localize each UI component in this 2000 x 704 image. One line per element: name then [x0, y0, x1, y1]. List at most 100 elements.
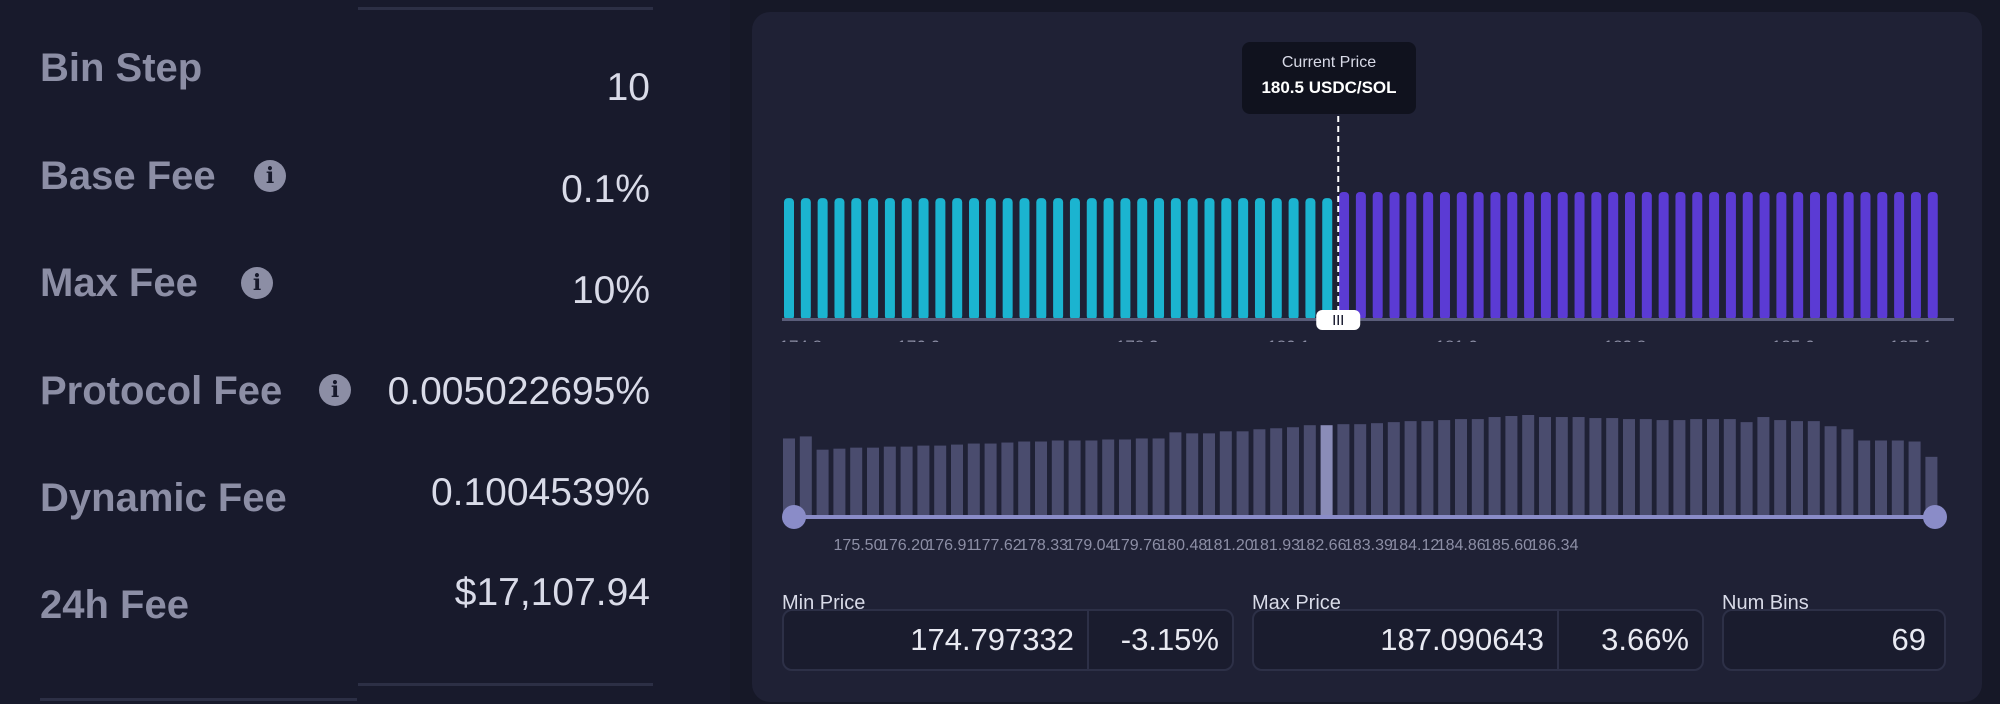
- dynamic-fee-label: Dynamic Fee: [40, 476, 287, 520]
- liquidity-bin-bar: [918, 198, 929, 320]
- min-price-divider: [1087, 611, 1089, 669]
- bin-price-tick: 176.6: [897, 337, 940, 342]
- liquidity-bin-bar: [1305, 198, 1316, 320]
- range-histogram-bar: [1539, 417, 1551, 517]
- info-icon[interactable]: i: [319, 374, 351, 406]
- range-histogram-bar: [1505, 416, 1518, 517]
- max-price-field[interactable]: 187.090643 3.66%: [1252, 609, 1704, 671]
- num-bins-field[interactable]: 69: [1722, 609, 1946, 671]
- range-price-tick: 184.12: [1390, 537, 1439, 554]
- liquidity-bin-bar: [1894, 192, 1905, 320]
- range-histogram-bar: [1404, 421, 1417, 517]
- range-histogram-bar: [1488, 417, 1501, 517]
- liquidity-bin-bar: [1507, 192, 1518, 320]
- range-histogram-bar: [1303, 425, 1316, 517]
- liquidity-bin-bar: [868, 198, 879, 320]
- liquidity-bin-bar: [1540, 192, 1551, 320]
- top-divider: [358, 7, 653, 10]
- range-histogram-bar: [1287, 427, 1299, 517]
- liquidity-bin-bar: [1675, 192, 1686, 320]
- liquidity-bin-bar: [1574, 192, 1585, 320]
- range-histogram-bar: [1891, 440, 1904, 517]
- max-fee-value: 10%: [571, 269, 650, 312]
- liquidity-bin-bar: [1658, 192, 1669, 320]
- num-bins-label: Num Bins: [1722, 592, 1809, 614]
- range-histogram-bar: [833, 448, 846, 517]
- range-histogram-bar: [984, 443, 997, 517]
- bin-step-value: 10: [606, 66, 650, 109]
- protocol-fee-value: 0.005022695%: [387, 370, 650, 413]
- liquidity-bin-bar: [1355, 192, 1366, 320]
- liquidity-bin-bar: [1120, 198, 1131, 320]
- range-histogram-bar: [1455, 419, 1467, 517]
- liquidity-bin-bar: [1221, 198, 1232, 320]
- liquidity-bin-bar: [935, 198, 946, 320]
- max-price-slider-handle[interactable]: [1923, 505, 1947, 529]
- min-price-field[interactable]: 174.797332 -3.15%: [782, 609, 1234, 671]
- bin-price-tick: 180.1: [1267, 337, 1310, 342]
- liquidity-bin-bar: [1927, 192, 1938, 320]
- range-histogram-bar: [883, 446, 896, 517]
- max-price-divider: [1557, 611, 1559, 669]
- range-histogram-bar: [783, 438, 795, 517]
- info-icon[interactable]: i: [241, 267, 273, 299]
- range-histogram-bar: [1270, 428, 1283, 517]
- min-price-label: Min Price: [782, 592, 866, 614]
- liquidity-bin-bar: [1137, 198, 1148, 320]
- liquidity-bin-bar: [1423, 192, 1434, 320]
- range-histogram-bar: [1421, 421, 1434, 517]
- range-histogram-bar: [1102, 439, 1115, 517]
- range-price-tick: 175.50: [834, 537, 883, 554]
- range-histogram-bar: [951, 444, 963, 517]
- liquidity-bin-bar: [1288, 198, 1299, 320]
- range-price-tick: 182.66: [1298, 537, 1347, 554]
- range-histogram-bar: [900, 446, 913, 517]
- range-histogram-bar: [1354, 424, 1367, 517]
- range-histogram-bar: [1035, 441, 1047, 517]
- max-price-percent[interactable]: 3.66%: [1601, 622, 1689, 657]
- num-bins-input[interactable]: 69: [1891, 622, 1926, 657]
- liquidity-bin-bar: [1793, 192, 1804, 320]
- range-histogram-bar: [1387, 422, 1400, 517]
- range-price-tick: 184.86: [1437, 537, 1486, 554]
- range-histogram-bar: [1253, 429, 1266, 517]
- info-icon[interactable]: i: [254, 160, 286, 192]
- range-histogram-bar: [1791, 421, 1803, 517]
- min-price-input[interactable]: 174.797332: [910, 622, 1074, 657]
- range-histogram-bar: [1152, 438, 1165, 517]
- bin-price-tick: 178.3: [1116, 337, 1159, 342]
- base-fee-label: Base Fee: [40, 154, 216, 198]
- range-histogram-bar: [1623, 419, 1635, 517]
- min-price-slider-handle[interactable]: [782, 505, 806, 529]
- liquidity-bin-bar: [1709, 192, 1720, 320]
- range-price-tick: 181.20: [1205, 537, 1254, 554]
- liquidity-bin-bar: [1271, 198, 1282, 320]
- current-price-tooltip: Current Price 180.5 USDC/SOL: [1242, 42, 1416, 114]
- range-histogram-bar: [1908, 441, 1921, 517]
- liquidity-bin-bar: [1591, 192, 1602, 320]
- range-histogram-bar: [1471, 419, 1484, 517]
- range-histogram-bar: [917, 445, 930, 517]
- base-fee-value: 0.1%: [561, 168, 650, 211]
- dynamic-fee-value: 0.1004539%: [430, 471, 650, 514]
- min-price-percent[interactable]: -3.15%: [1120, 622, 1219, 657]
- range-histogram-bar: [1085, 440, 1098, 517]
- current-price-title: Current Price: [1281, 54, 1377, 71]
- range-histogram-bar: [1589, 418, 1602, 517]
- protocol-fee-label: Protocol Fee: [40, 369, 283, 413]
- range-price-tick: 178.33: [1019, 537, 1068, 554]
- range-histogram-bar: [1723, 419, 1736, 517]
- liquidity-bin-bar: [1725, 192, 1736, 320]
- liquidity-bin-bar: [817, 198, 828, 320]
- range-histogram-bar: [1690, 419, 1703, 517]
- range-histogram-bar: [1774, 420, 1787, 517]
- range-slider-track: [792, 515, 1944, 519]
- liquidity-bin-bar: [1456, 192, 1467, 320]
- range-histogram-bar: [1707, 419, 1719, 517]
- current-price-value: 180.5 USDC/SOL: [1261, 78, 1397, 97]
- range-histogram-bar: [1135, 438, 1148, 517]
- liquidity-bin-bar: [1406, 192, 1417, 320]
- max-price-input[interactable]: 187.090643: [1380, 622, 1544, 657]
- liquidity-bin-bar: [1692, 192, 1703, 320]
- range-histogram-bar: [1824, 426, 1837, 517]
